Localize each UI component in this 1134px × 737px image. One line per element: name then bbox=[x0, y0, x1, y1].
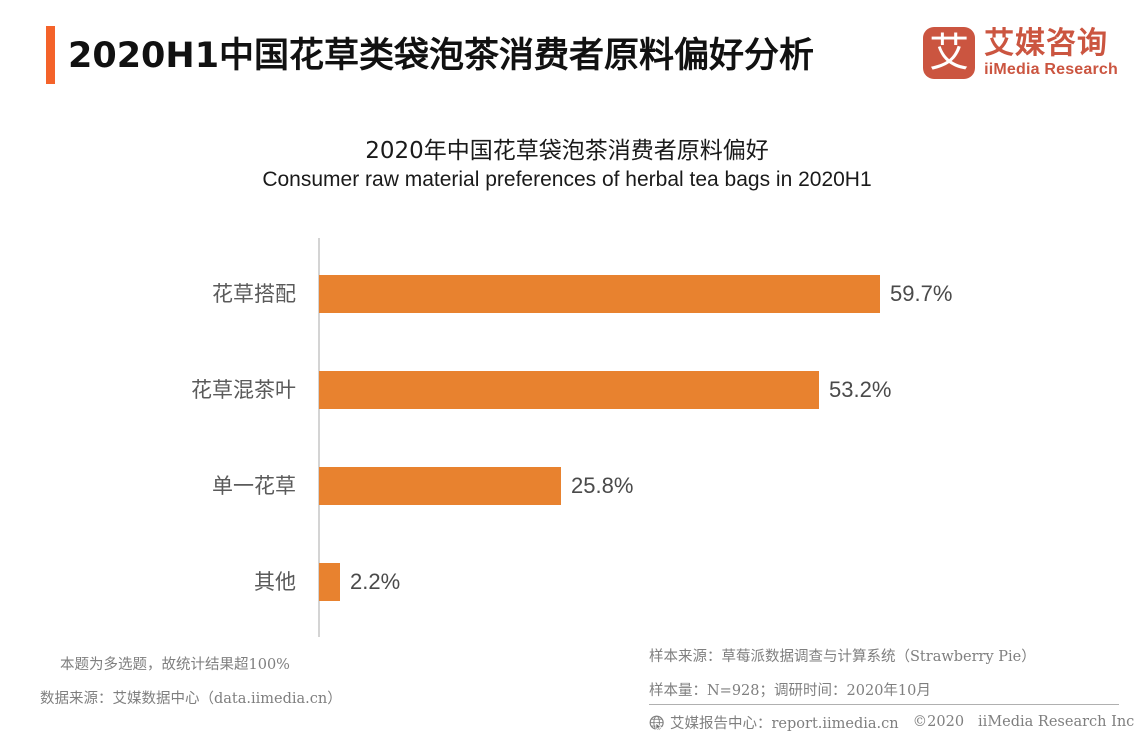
footer-company: iiMedia Research Inc bbox=[978, 714, 1134, 730]
bar-value-label: 59.7% bbox=[890, 281, 953, 306]
footer-report-center: 艾媒报告中心：report.iimedia.cn bbox=[670, 715, 899, 732]
bar bbox=[319, 467, 561, 505]
iimedia-logo: 艾 艾媒咨询 iiMedia Research bbox=[923, 24, 1118, 82]
bar-value-label: 25.8% bbox=[571, 473, 634, 498]
iimedia-logo-mark-icon: 艾 bbox=[923, 27, 976, 79]
bar-chart-plot-area: 花草搭配 59.7% 花草混茶叶 53.2% 单一花草 25.8% 其他 2.2% bbox=[0, 230, 1134, 645]
footer-sample-source: 样本来源：草莓派数据调查与计算系统（Strawberry Pie） bbox=[649, 649, 1036, 665]
bar bbox=[319, 371, 819, 409]
bar-value-label: 2.2% bbox=[350, 569, 401, 594]
page-header: 2020H1中国花草类袋泡茶消费者原料偏好分析 艾 艾媒咨询 iiMedia R… bbox=[0, 0, 1134, 100]
bar bbox=[319, 275, 880, 313]
globe-cursor-icon bbox=[649, 715, 664, 731]
chart-subtitle: Consumer raw material preferences of her… bbox=[262, 168, 872, 191]
bar-row: 单一花草 25.8% bbox=[0, 467, 1134, 505]
bar-row: 花草混茶叶 53.2% bbox=[0, 371, 1134, 409]
title-accent-bar bbox=[46, 26, 55, 84]
bar-value-label: 53.2% bbox=[829, 377, 892, 402]
bar-category-label: 其他 bbox=[254, 570, 296, 594]
footer-copyright: ©2020 bbox=[912, 714, 965, 730]
page-title: 2020H1中国花草类袋泡茶消费者原料偏好分析 bbox=[68, 36, 815, 76]
logo-name-en: iiMedia Research bbox=[984, 60, 1118, 78]
logo-text-block: 艾媒咨询 iiMedia Research bbox=[984, 25, 1118, 79]
bar-row: 其他 2.2% bbox=[0, 563, 1134, 601]
footer-data-source: 数据来源：艾媒数据中心（data.iimedia.cn） bbox=[40, 691, 342, 707]
logo-name-cn: 艾媒咨询 bbox=[984, 25, 1109, 61]
y-axis-line bbox=[318, 238, 320, 637]
footer-report-bar: 艾媒报告中心：report.iimedia.cn ©2020 iiMedia R… bbox=[649, 710, 1134, 734]
footer-sample-size: 样本量：N=928；调研时间：2020年10月 bbox=[649, 683, 931, 699]
bar-category-label: 花草搭配 bbox=[212, 282, 296, 306]
footer-divider bbox=[649, 704, 1119, 705]
bar bbox=[319, 563, 340, 601]
bar-row: 花草搭配 59.7% bbox=[0, 275, 1134, 313]
bar-category-label: 单一花草 bbox=[212, 474, 296, 498]
bar-category-label: 花草混茶叶 bbox=[191, 378, 296, 402]
logo-mark-glyph: 艾 bbox=[929, 30, 970, 76]
footer-note: 本题为多选题，故统计结果超100% bbox=[60, 657, 290, 673]
chart-title: 2020年中国花草袋泡茶消费者原料偏好 bbox=[365, 138, 769, 164]
